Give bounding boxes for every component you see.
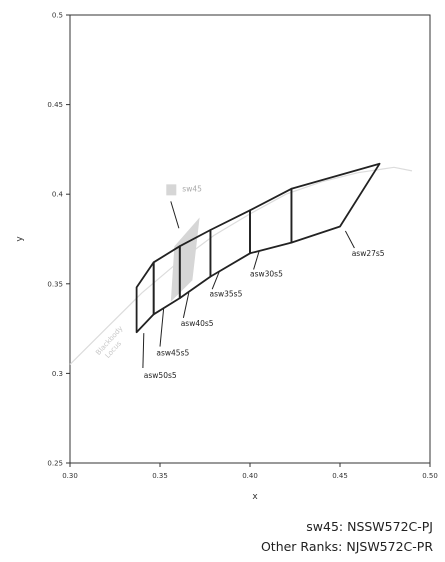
x-tick-label: 0.35 [152, 472, 168, 480]
leader-asw27s5 [344, 230, 355, 249]
label-asw27s5: asw27s5 [352, 249, 385, 258]
bin-asw27s5 [290, 162, 381, 244]
y-tick-label: 0.5 [52, 12, 63, 20]
label-asw40s5: asw40s5 [181, 319, 214, 328]
leader-asw50s5 [142, 333, 145, 369]
leader-asw40s5 [182, 292, 190, 318]
label-asw50s5: asw50s5 [144, 371, 177, 380]
sw45-region [170, 217, 200, 302]
leader-asw45s5 [159, 308, 165, 347]
y-tick-label: 0.35 [47, 280, 63, 288]
x-tick-label: 0.45 [332, 472, 348, 480]
x-tick-label: 0.40 [242, 472, 258, 480]
y-axis-label: y [15, 236, 25, 242]
sw45-leader [170, 201, 180, 229]
footer-other-ranks: Other Ranks: NJSW572C-PR [260, 539, 433, 554]
footer-sw45-rank: sw45: NSSW572C-PJ [306, 519, 433, 534]
label-asw30s5: asw30s5 [250, 270, 283, 279]
leader-asw30s5 [253, 251, 260, 270]
y-tick-label: 0.25 [47, 460, 63, 468]
label-asw45s5: asw45s5 [156, 348, 189, 357]
bin-asw50s5 [135, 261, 155, 334]
x-tick-label: 0.50 [422, 472, 438, 480]
leader-asw35s5 [211, 271, 220, 290]
label-asw35s5: asw35s5 [210, 289, 243, 298]
bin-asw30s5 [249, 187, 293, 255]
x-axis-label: x [252, 492, 258, 502]
blackbody-locus [69, 166, 413, 365]
sw45-legend-label: sw45 [182, 184, 202, 193]
y-tick-label: 0.45 [47, 101, 63, 109]
sw45-legend-swatch [166, 184, 177, 196]
y-tick-label: 0.3 [52, 370, 63, 378]
y-tick-label: 0.4 [52, 191, 64, 199]
bin-asw35s5 [209, 209, 251, 278]
x-tick-label: 0.30 [62, 472, 78, 480]
